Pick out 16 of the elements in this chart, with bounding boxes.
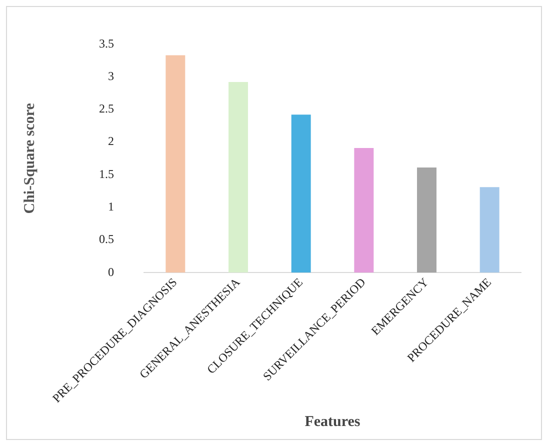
y-axis-title: Chi-Square score [22,102,38,214]
x-axis-title: Features [304,414,360,430]
bar [354,148,374,273]
bar [417,168,436,273]
y-tick-label: 2 [108,134,114,148]
bar [166,55,186,273]
y-tick-label: 2.5 [99,102,114,116]
y-tick-label: 0.5 [99,232,114,246]
bar [228,82,248,273]
y-tick-label: 0 [108,264,114,279]
y-tick-label: 3 [108,68,114,83]
bar [480,187,500,273]
y-tick-label: 1 [108,199,114,214]
bar [291,114,311,273]
y-tick-label: 3.5 [99,36,114,50]
y-tick-label: 1.5 [99,166,114,181]
